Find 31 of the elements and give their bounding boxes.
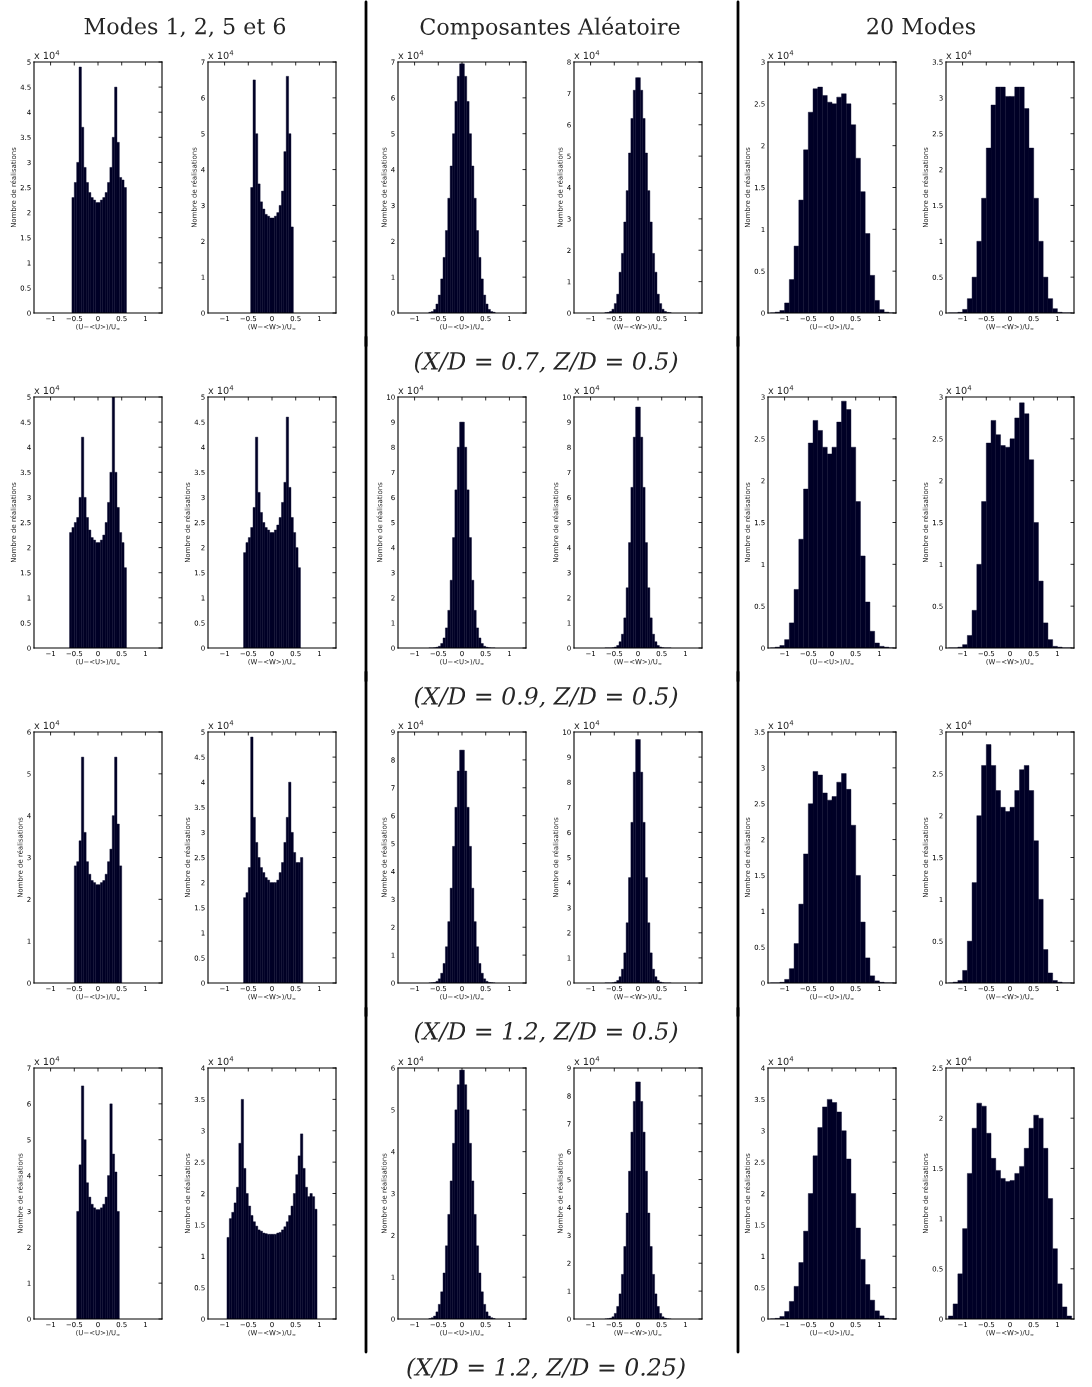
text: x 10$^{4}$: [946, 1056, 972, 1066]
text: x 10$^{4}$: [946, 720, 972, 730]
text: x 10$^{4}$: [34, 720, 60, 730]
text: x 10$^{4}$: [208, 385, 234, 395]
text: (X/D = 1.2, Z/D = 0.25): [407, 1357, 685, 1380]
text: x 10$^{4}$: [768, 50, 794, 60]
text: x 10$^{4}$: [208, 720, 234, 730]
text: (X/D = 1.2, Z/D = 0.5): [414, 1021, 678, 1044]
text: (X/D = 0.9, Z/D = 0.5): [414, 686, 678, 709]
text: x 10$^{4}$: [946, 385, 972, 395]
chart-title: Modes 1, 2, 5 et 6: [84, 17, 286, 38]
text: x 10$^{4}$: [946, 50, 972, 60]
text: x 10$^{4}$: [398, 720, 424, 730]
text: x 10$^{4}$: [398, 50, 424, 60]
text: x 10$^{4}$: [398, 1056, 424, 1066]
text: x 10$^{4}$: [768, 1056, 794, 1066]
text: x 10$^{4}$: [768, 385, 794, 395]
text: x 10$^{4}$: [34, 50, 60, 60]
text: x 10$^{4}$: [34, 1056, 60, 1066]
text: x 10$^{4}$: [574, 720, 600, 730]
text: x 10$^{4}$: [398, 385, 424, 395]
text: x 10$^{4}$: [574, 1056, 600, 1066]
text: x 10$^{4}$: [574, 50, 600, 60]
text: x 10$^{4}$: [34, 385, 60, 395]
chart-title: 20 Modes: [867, 17, 975, 35]
text: x 10$^{4}$: [208, 50, 234, 60]
text: (X/D = 0.7, Z/D = 0.5): [414, 351, 678, 374]
text: x 10$^{4}$: [574, 385, 600, 395]
text: x 10$^{4}$: [768, 720, 794, 730]
text: x 10$^{4}$: [208, 1056, 234, 1066]
chart-title: Composantes Aléatoire: [420, 16, 680, 40]
